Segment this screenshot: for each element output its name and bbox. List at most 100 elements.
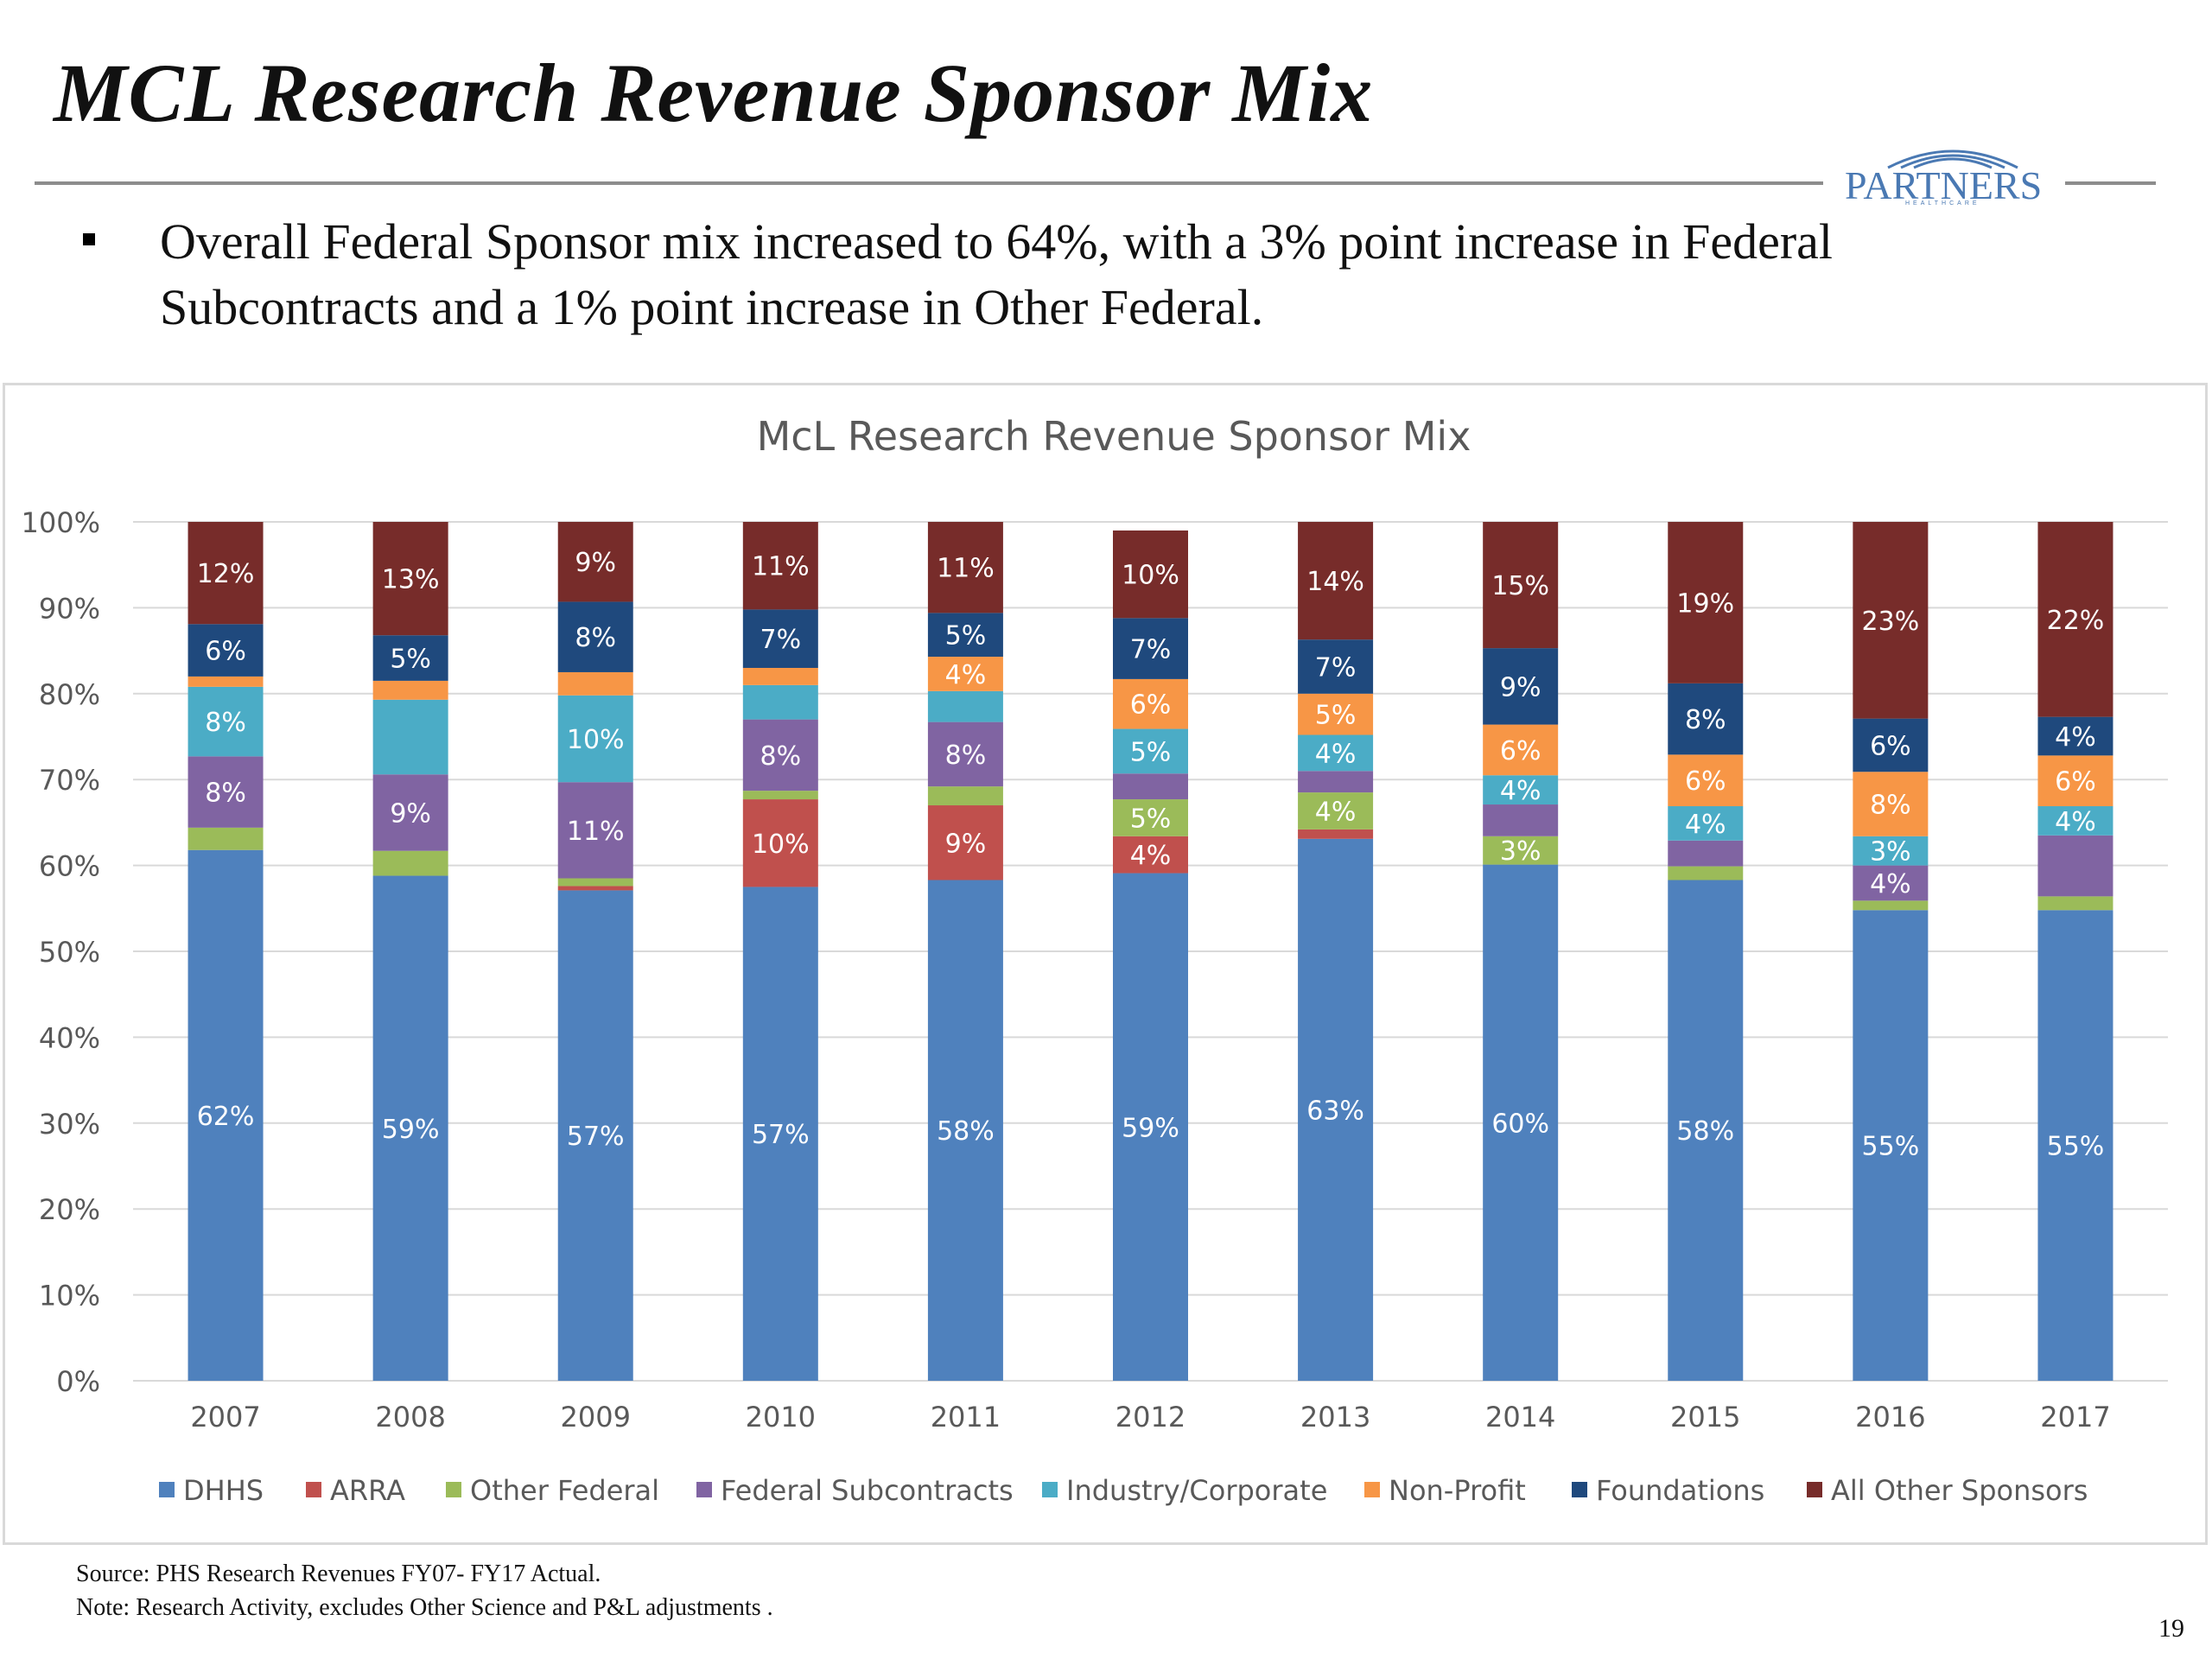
data-label: 5%	[390, 645, 431, 675]
legend-label: Federal Subcontracts	[721, 1474, 1014, 1507]
bar-segment	[742, 667, 818, 685]
chart-frame: 62% 8% 8% 6% 12% 59% 9% 5% 13% 57% 11% 10% 8% 9% 57% 10…	[3, 383, 2208, 1545]
legend: DHHS ARRA Other Federal Federal Subcontract…	[159, 1474, 2088, 1507]
y-tick-label: 60%	[39, 850, 100, 883]
data-label: 7%	[1315, 652, 1357, 683]
bar-segment	[1113, 799, 1188, 836]
bar-segment	[2037, 755, 2113, 807]
legend-label: ARRA	[330, 1474, 405, 1507]
y-tick-label: 50%	[39, 936, 100, 969]
x-tick-label: 2013	[1300, 1401, 1370, 1433]
data-label: 5%	[945, 621, 987, 652]
page-number: 19	[2158, 1614, 2184, 1643]
bar-segment	[1668, 840, 1744, 867]
bar-segment	[557, 890, 633, 1381]
data-label: 23%	[1862, 607, 1920, 637]
data-label: 9%	[1500, 672, 1541, 702]
data-label: 9%	[390, 798, 431, 829]
bar-segment	[2037, 716, 2113, 756]
bar-segment	[1113, 618, 1188, 679]
y-tick-label: 90%	[39, 592, 100, 625]
data-label: 6%	[1500, 736, 1541, 766]
bar-segment	[2037, 806, 2113, 836]
bar-segment	[2037, 910, 2113, 1381]
bar-segment	[1298, 693, 1374, 735]
x-tick-label: 2017	[2040, 1401, 2110, 1433]
stacked-bar-chart: 62% 8% 8% 6% 12% 59% 9% 5% 13% 57% 11% 10% 8% 9% 57% 10…	[22, 413, 2168, 1507]
bar-segment	[372, 522, 448, 636]
data-label: 59%	[382, 1115, 440, 1145]
data-label: 4%	[1500, 776, 1541, 806]
data-label: 8%	[205, 779, 246, 809]
y-tick-label: 40%	[39, 1021, 100, 1054]
x-tick-label: 2014	[1485, 1401, 1555, 1433]
data-label: 4%	[2055, 807, 2096, 837]
bar-segment	[188, 686, 264, 757]
x-tick-label: 2007	[190, 1401, 260, 1433]
source-note: Source: PHS Research Revenues FY07- FY17…	[76, 1560, 601, 1587]
bar-segment	[927, 613, 1003, 658]
data-labels: 62% 8% 8% 6% 12% 59% 9% 5% 13% 57% 11% 10% 8% 9% 57% 10…	[197, 548, 2105, 1161]
bar-segment	[742, 791, 818, 800]
bar-segment	[557, 671, 633, 696]
bar-segment	[1298, 734, 1374, 772]
x-tick-label: 2012	[1116, 1401, 1185, 1433]
bar-segment	[557, 695, 633, 783]
data-label: 9%	[575, 548, 616, 578]
data-label: 4%	[1685, 810, 1726, 840]
data-label: 4%	[1315, 797, 1357, 827]
data-label: 8%	[1870, 791, 1911, 821]
activity-note: Note: Research Activity, excludes Other …	[76, 1594, 773, 1621]
data-label: 7%	[1130, 635, 1172, 665]
slide-title: MCL Research Revenue Sponsor Mix	[54, 47, 1374, 139]
bar-segment	[1298, 522, 1374, 640]
legend-swatch	[306, 1482, 321, 1497]
data-label: 11%	[752, 552, 810, 582]
data-label: 19%	[1676, 588, 1734, 619]
data-label: 11%	[567, 817, 625, 847]
data-label: 8%	[575, 623, 616, 653]
logo-subtext: HEALTHCARE	[1905, 200, 1980, 207]
bar-segment	[742, 522, 818, 610]
data-label: 22%	[2047, 606, 2105, 636]
bar-segment	[188, 756, 264, 828]
bar-segment	[188, 624, 264, 677]
bar-segment	[188, 676, 264, 687]
data-label: 55%	[2047, 1132, 2105, 1162]
data-label: 6%	[1130, 690, 1172, 721]
data-label: 10%	[567, 725, 625, 755]
bar-segment	[188, 827, 264, 850]
bar-segment	[1298, 792, 1374, 830]
data-label: 15%	[1491, 571, 1549, 601]
legend-label: Industry/Corporate	[1066, 1474, 1327, 1507]
bar-segment	[1483, 836, 1559, 865]
bar-segment	[1298, 639, 1374, 694]
y-tick-label: 80%	[39, 678, 100, 711]
bar-segment	[1113, 836, 1188, 874]
bar-segment	[2037, 896, 2113, 911]
bar-segment	[2037, 835, 2113, 897]
bar-segment	[1483, 864, 1559, 1381]
bar-segment	[372, 680, 448, 700]
bar-segment	[742, 719, 818, 791]
y-tick-label: 70%	[39, 764, 100, 797]
bar-segment	[2037, 522, 2113, 717]
data-label: 59%	[1122, 1113, 1179, 1143]
data-label: 3%	[1870, 837, 1911, 868]
data-label: 4%	[1315, 739, 1357, 769]
bar-segment	[372, 774, 448, 851]
data-label: 11%	[937, 554, 995, 584]
bar-segment	[1298, 829, 1374, 839]
bar-segment	[372, 699, 448, 775]
data-label: 4%	[945, 660, 987, 690]
bar-segment	[1853, 865, 1929, 901]
data-label: 62%	[197, 1102, 255, 1132]
data-label: 57%	[752, 1120, 810, 1150]
bar-segment	[557, 782, 633, 879]
bar-segment	[1113, 773, 1188, 800]
bar-segment	[1853, 522, 1929, 719]
x-tick-label: 2008	[375, 1401, 445, 1433]
bar-segment	[1483, 648, 1559, 725]
bar-segment	[1853, 772, 1929, 836]
title-divider-left	[35, 181, 1823, 185]
